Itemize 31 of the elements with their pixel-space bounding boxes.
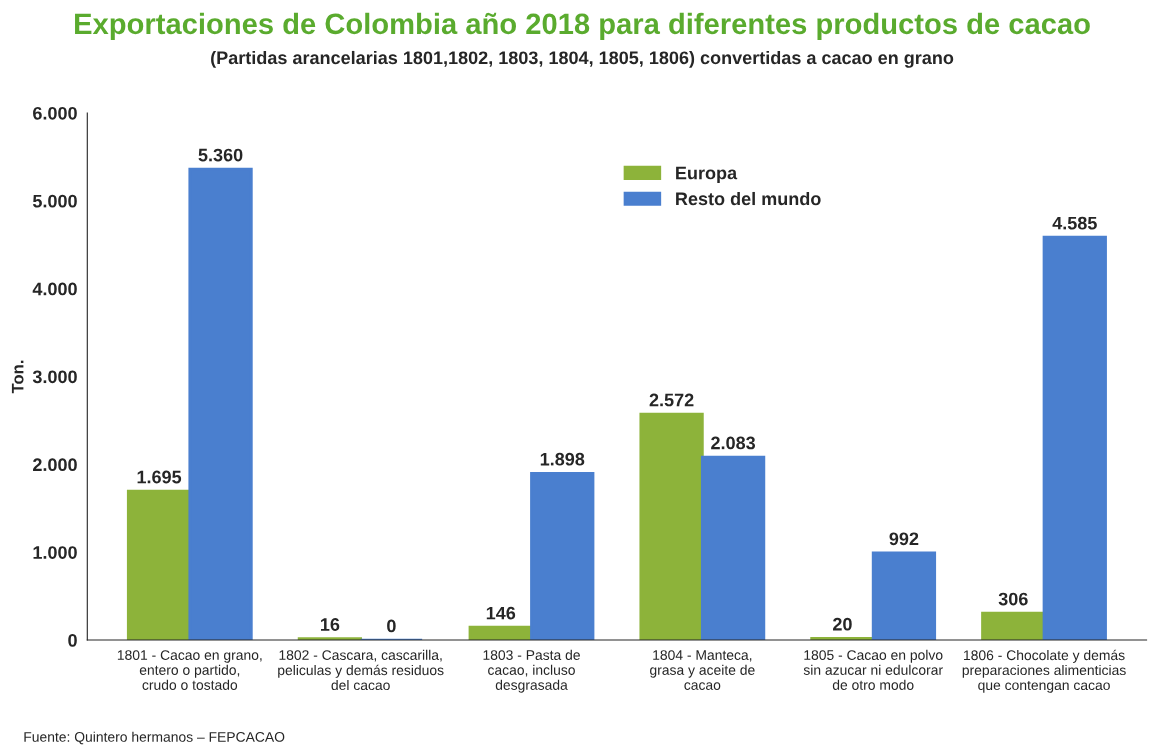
y-tick-label: 4.000 xyxy=(32,282,77,296)
data-label: 20 xyxy=(833,617,852,631)
data-label: 1.898 xyxy=(540,452,585,466)
data-label: 2.083 xyxy=(711,436,756,450)
legend-label: Resto del mundo xyxy=(676,191,821,206)
x-tick-label: 1802 - Cascara, cascarilla, peliculas y demás residuos del cacao xyxy=(278,649,444,691)
y-tick-label: 3.000 xyxy=(32,370,77,384)
chart-subtitle: (Partidas arancelarias 1801,1802, 1803, 1804, 1805, 1806) convertidas a cacao en grano xyxy=(211,50,954,68)
x-tick-label: 1804 - Manteca, grasa y aceite de cacao xyxy=(650,650,755,690)
x-tick-label: 1805 - Cacao en polvo sin azucar ni edulcorar de otro modo xyxy=(803,649,943,690)
data-label: 306 xyxy=(998,592,1028,606)
data-label: 146 xyxy=(486,606,516,620)
legend-label: Europa xyxy=(676,166,738,183)
y-axis-title: Ton. xyxy=(11,360,24,394)
y-tick-label: 6.000 xyxy=(33,106,77,120)
y-tick-label: 0 xyxy=(68,633,77,647)
x-tick-label: 1806 - Chocolate y demás preparaciones alimenticias que contengan cacao xyxy=(962,649,1126,693)
y-tick-label: 1.000 xyxy=(33,546,77,559)
data-label: 1.695 xyxy=(137,470,182,484)
source-note: Fuente: Quintero hermanos – FEPCACAO xyxy=(24,731,285,745)
data-label: 5.360 xyxy=(198,148,243,162)
data-label: 4.585 xyxy=(1052,216,1097,230)
y-tick-label: 2.000 xyxy=(33,458,77,472)
y-tick-label: 5.000 xyxy=(32,194,77,208)
data-label: 0 xyxy=(387,619,396,633)
chart-title: Exportaciones de Colombia año 2018 para diferentes productos de cacao xyxy=(75,12,1090,40)
data-label: 2.572 xyxy=(649,393,694,407)
data-label: 16 xyxy=(321,618,340,631)
x-tick-label: 1801 - Cacao en grano, entero o partido, crudo o tostado xyxy=(117,650,262,690)
data-label: 992 xyxy=(889,532,919,546)
x-tick-label: 1803 - Pasta de cacao, incluso desgrasada xyxy=(483,649,580,693)
